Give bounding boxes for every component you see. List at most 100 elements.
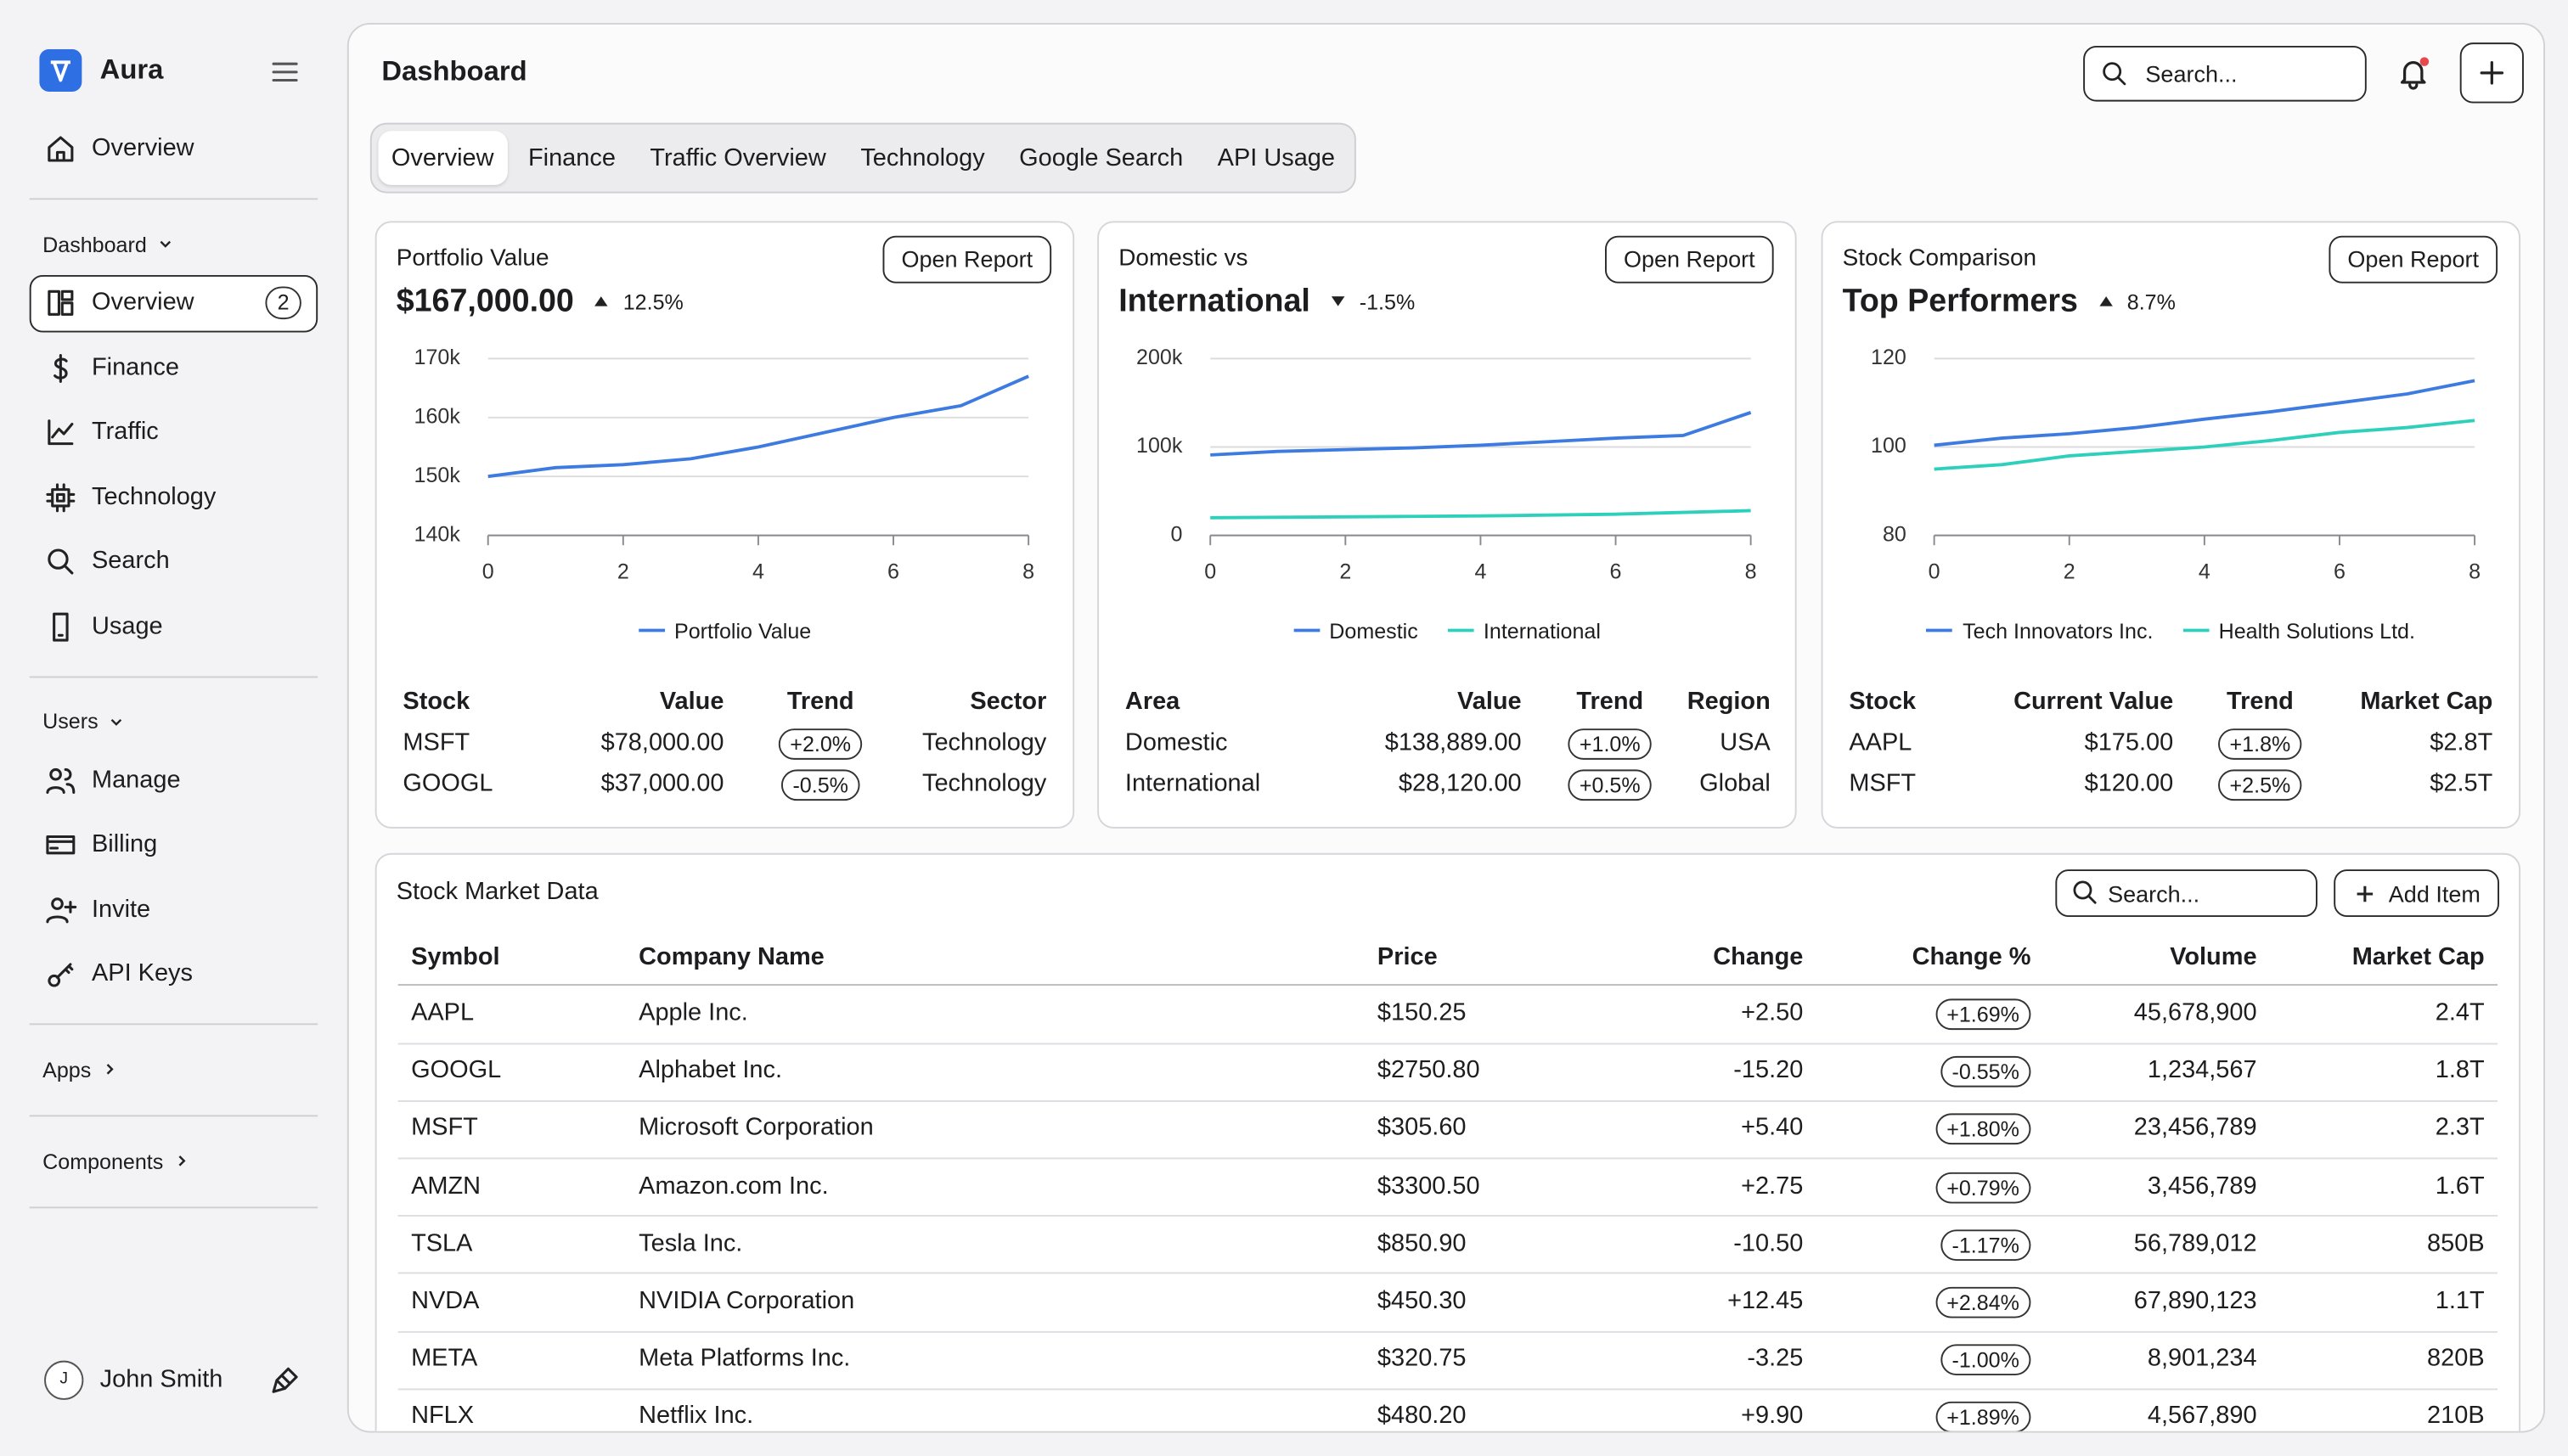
logo-bg: [39, 49, 82, 92]
tab[interactable]: Traffic Overview: [637, 131, 839, 185]
change-arrow-shape: [2099, 296, 2112, 306]
table-cell: Apple Inc.: [639, 997, 748, 1030]
table-search[interactable]: Search...: [2055, 869, 2317, 917]
nav-item[interactable]: Finance: [92, 351, 179, 385]
tab[interactable]: Google Search: [1006, 131, 1197, 185]
legend: Portfolio Value: [377, 614, 1073, 647]
legend-label: Tech Innovators Inc.: [1963, 618, 2153, 643]
table-cell: 1,234,567: [2148, 1054, 2257, 1088]
table-cell: Meta Platforms Inc.: [639, 1343, 850, 1376]
row-divider: [398, 1273, 2498, 1274]
table-header: Trend: [1576, 686, 1643, 719]
open-report-button[interactable]: Open Report: [1605, 236, 1774, 284]
x-tick-label: 2: [617, 560, 629, 584]
trend-pill: +1.0%: [1568, 728, 1652, 760]
section-header[interactable]: Users: [42, 705, 127, 738]
icon-path: [49, 138, 72, 160]
legend-label: Health Solutions Ltd.: [2219, 618, 2415, 643]
header-divider: [398, 984, 2498, 986]
table-cell: Amazon.com Inc.: [639, 1170, 829, 1203]
table-header: Change %: [1912, 942, 2031, 975]
table-cell: $138,889.00: [1385, 727, 1522, 760]
nav-item[interactable]: API Keys: [92, 958, 193, 991]
table-cell: $2750.80: [1377, 1054, 1480, 1088]
table-header: Stock: [1849, 686, 1916, 719]
tab[interactable]: API Usage: [1204, 131, 1348, 185]
table-cell: 3,456,789: [2148, 1170, 2257, 1203]
section-header[interactable]: Dashboard: [42, 228, 176, 261]
nav-item[interactable]: Overview: [92, 132, 194, 166]
y-tick-label: 80: [1883, 522, 1906, 546]
legend-swatch: [1293, 627, 1320, 634]
section-header[interactable]: Components: [42, 1144, 193, 1178]
nav-item[interactable]: Technology: [92, 481, 216, 514]
change-arrow: [2098, 295, 2114, 307]
icon-path: [48, 768, 74, 791]
table-cell: META: [411, 1343, 477, 1376]
icon-path: [49, 550, 72, 573]
chevron-path: [111, 719, 121, 723]
tab[interactable]: Overview: [378, 131, 506, 185]
icon: [44, 481, 77, 514]
table-cell: 1.6T: [2436, 1170, 2485, 1203]
table-cell: $305.60: [1377, 1112, 1467, 1145]
theme-button[interactable]: [268, 1363, 301, 1397]
x-tick-label: 0: [1929, 560, 1940, 584]
nav-item[interactable]: Usage: [92, 610, 163, 643]
icon: [2099, 59, 2129, 88]
y-tick-label: 150k: [414, 464, 461, 487]
add-item-button[interactable]: Add Item: [2334, 869, 2499, 917]
trend-pill: +2.5%: [2218, 769, 2302, 801]
table-header: Stock: [403, 686, 470, 719]
tab[interactable]: Finance: [515, 131, 629, 185]
tab[interactable]: Technology: [848, 131, 998, 185]
table-cell: GOOGL: [403, 767, 493, 801]
icon-path: [55, 355, 67, 381]
user-name[interactable]: John Smith: [100, 1363, 223, 1397]
nav-item[interactable]: Overview: [92, 286, 194, 319]
table-cell: 2.3T: [2436, 1112, 2485, 1145]
table-cell: NFLX: [411, 1401, 474, 1433]
add-button[interactable]: [2460, 42, 2524, 103]
legend-item: Health Solutions Ltd.: [2182, 618, 2415, 643]
table-cell: Technology: [922, 767, 1046, 801]
icon: [44, 351, 77, 385]
chevron: [98, 1058, 121, 1081]
line-series: [1934, 420, 2475, 469]
search-box[interactable]: Search...: [2083, 46, 2367, 102]
logo: [39, 49, 82, 92]
trend-pill: +1.8%: [2218, 728, 2302, 760]
nav-item[interactable]: Traffic: [92, 416, 159, 449]
table-cell: $120.00: [2085, 767, 2174, 801]
table-cell: Microsoft Corporation: [639, 1112, 874, 1145]
icon: [44, 958, 77, 991]
divider: [30, 676, 318, 677]
search-placeholder: Search...: [2108, 878, 2199, 911]
open-report-button[interactable]: Open Report: [2329, 236, 2498, 284]
nav-item[interactable]: Search: [92, 545, 170, 578]
nav-item[interactable]: Invite: [92, 893, 150, 926]
section-header[interactable]: Apps: [42, 1053, 121, 1086]
card-title: Stock Market Data: [397, 876, 599, 909]
icon-path: [54, 613, 67, 639]
card-change: -1.5%: [1360, 289, 1416, 313]
nav-item[interactable]: Manage: [92, 764, 181, 797]
table-cell: MSFT: [1849, 767, 1916, 801]
icon: [44, 545, 77, 578]
table-cell: AAPL: [411, 997, 474, 1030]
table-header: Market Cap: [2360, 686, 2492, 719]
table-cell: 8,901,234: [2148, 1343, 2257, 1376]
table-cell: 67,890,123: [2134, 1285, 2257, 1318]
open-report-button[interactable]: Open Report: [882, 236, 1051, 284]
x-tick-label: 6: [2334, 560, 2346, 584]
nav-item[interactable]: Billing: [92, 829, 157, 862]
menu-button[interactable]: [268, 56, 301, 89]
card-headline-row: $167,000.0012.5%: [397, 282, 684, 321]
notifications-button[interactable]: [2396, 56, 2430, 90]
table-cell: Alphabet Inc.: [639, 1054, 782, 1088]
row-divider: [398, 1099, 2498, 1101]
table-cell: 4,567,890: [2148, 1401, 2257, 1433]
legend-swatch: [2182, 627, 2209, 634]
table-header: Symbol: [411, 942, 500, 975]
